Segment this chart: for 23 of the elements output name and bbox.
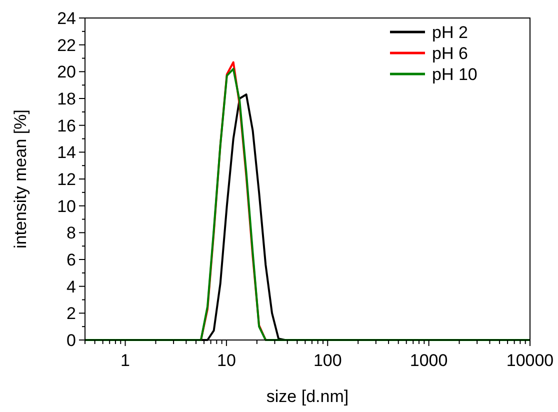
legend-label: pH 6 — [432, 44, 468, 63]
y-tick-label: 14 — [57, 143, 76, 162]
y-tick-label: 0 — [66, 331, 76, 350]
y-tick-label: 4 — [66, 277, 76, 296]
x-axis-title: size [d.nm] — [266, 387, 349, 406]
y-tick-label: 8 — [66, 224, 76, 243]
y-tick-label: 12 — [57, 170, 76, 189]
y-tick-label: 10 — [57, 196, 76, 216]
x-tick-label: 10000 — [506, 351, 554, 370]
x-tick-label: 1000 — [410, 351, 448, 370]
y-tick-label: 16 — [57, 116, 76, 136]
x-tick-label: 1 — [120, 351, 130, 370]
y-axis-title: intensity mean [%] — [11, 110, 30, 248]
y-tick-label: 20 — [57, 62, 76, 82]
y-tick-label: 24 — [57, 9, 76, 28]
legend-label: pH 2 — [432, 23, 468, 42]
y-tick-label: 6 — [66, 250, 76, 270]
y-tick-label: 22 — [57, 36, 76, 55]
legend-label: pH 10 — [432, 65, 478, 84]
y-tick-label: 2 — [66, 304, 76, 324]
x-tick-label: 100 — [313, 351, 342, 370]
y-tick-label: 18 — [57, 90, 76, 108]
x-tick-label: 10 — [216, 351, 236, 370]
